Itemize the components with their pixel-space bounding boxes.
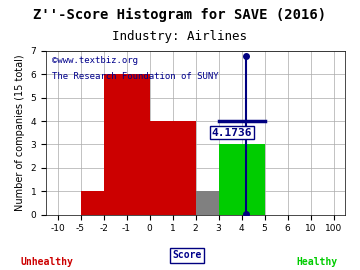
Text: Score: Score <box>172 250 202 260</box>
Text: Unhealthy: Unhealthy <box>21 257 73 267</box>
Text: Industry: Airlines: Industry: Airlines <box>112 30 248 43</box>
Y-axis label: Number of companies (15 total): Number of companies (15 total) <box>15 55 25 211</box>
Bar <box>195 191 219 215</box>
Bar <box>104 74 149 215</box>
Text: ©www.textbiz.org: ©www.textbiz.org <box>52 56 138 65</box>
Text: Healthy: Healthy <box>296 257 337 267</box>
Bar <box>219 144 265 215</box>
Text: Z''-Score Histogram for SAVE (2016): Z''-Score Histogram for SAVE (2016) <box>33 8 327 22</box>
Bar <box>81 191 104 215</box>
Bar <box>149 121 195 215</box>
Text: The Research Foundation of SUNY: The Research Foundation of SUNY <box>52 72 219 81</box>
Text: 4.1736: 4.1736 <box>211 128 252 138</box>
